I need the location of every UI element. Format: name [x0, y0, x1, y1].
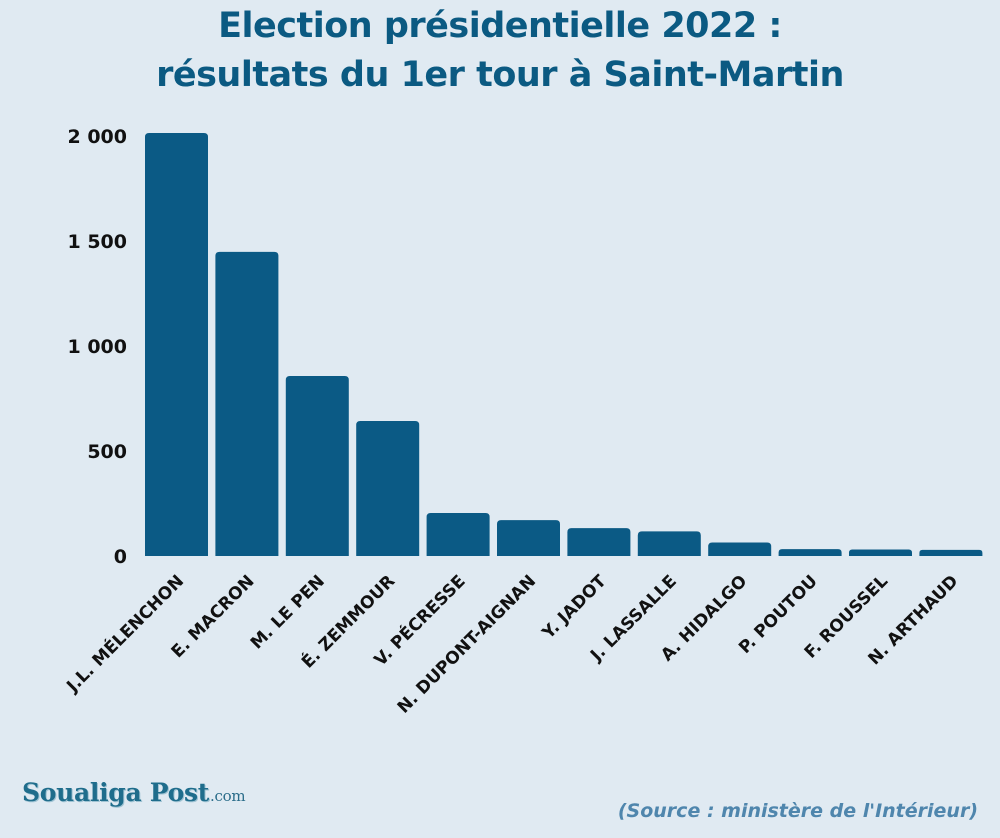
y-tick-label: 500	[87, 441, 127, 463]
y-tick-label: 1 500	[68, 231, 128, 253]
x-tick-label: N. DUPONT-AIGNAN	[394, 571, 540, 717]
bar	[849, 549, 912, 556]
soualiga-post-logo: Soualiga Post.com	[22, 778, 246, 807]
logo-text: Soualiga Post	[22, 778, 210, 807]
logo-suffix: .com	[210, 787, 246, 805]
x-tick-label: Y. JADOT	[538, 571, 611, 644]
bar	[919, 549, 983, 556]
bar	[356, 420, 420, 556]
chart-title-line-1: Election présidentielle 2022 :	[218, 6, 782, 46]
bar	[145, 133, 208, 556]
chart-title-line-2: résultats du 1er tour à Saint-Martin	[156, 55, 844, 95]
bar	[215, 251, 279, 557]
y-tick-label: 0	[114, 546, 127, 568]
chart-title: Election présidentielle 2022 : résultats…	[0, 2, 1000, 100]
y-tick-label: 2 000	[68, 126, 128, 148]
y-axis: 0 500 1 000 1 500 2 000	[68, 126, 128, 568]
bar	[497, 520, 560, 556]
bars	[145, 133, 983, 557]
bar	[567, 528, 631, 556]
bar	[285, 376, 349, 556]
y-tick-label: 1 000	[68, 336, 128, 358]
x-tick-label: J.L. MÉLENCHON	[61, 570, 188, 697]
source-note: (Source : ministère de l'Intérieur)	[617, 800, 978, 822]
bar	[778, 549, 842, 556]
bar	[637, 531, 701, 556]
bar	[708, 542, 772, 556]
bar	[426, 512, 490, 556]
